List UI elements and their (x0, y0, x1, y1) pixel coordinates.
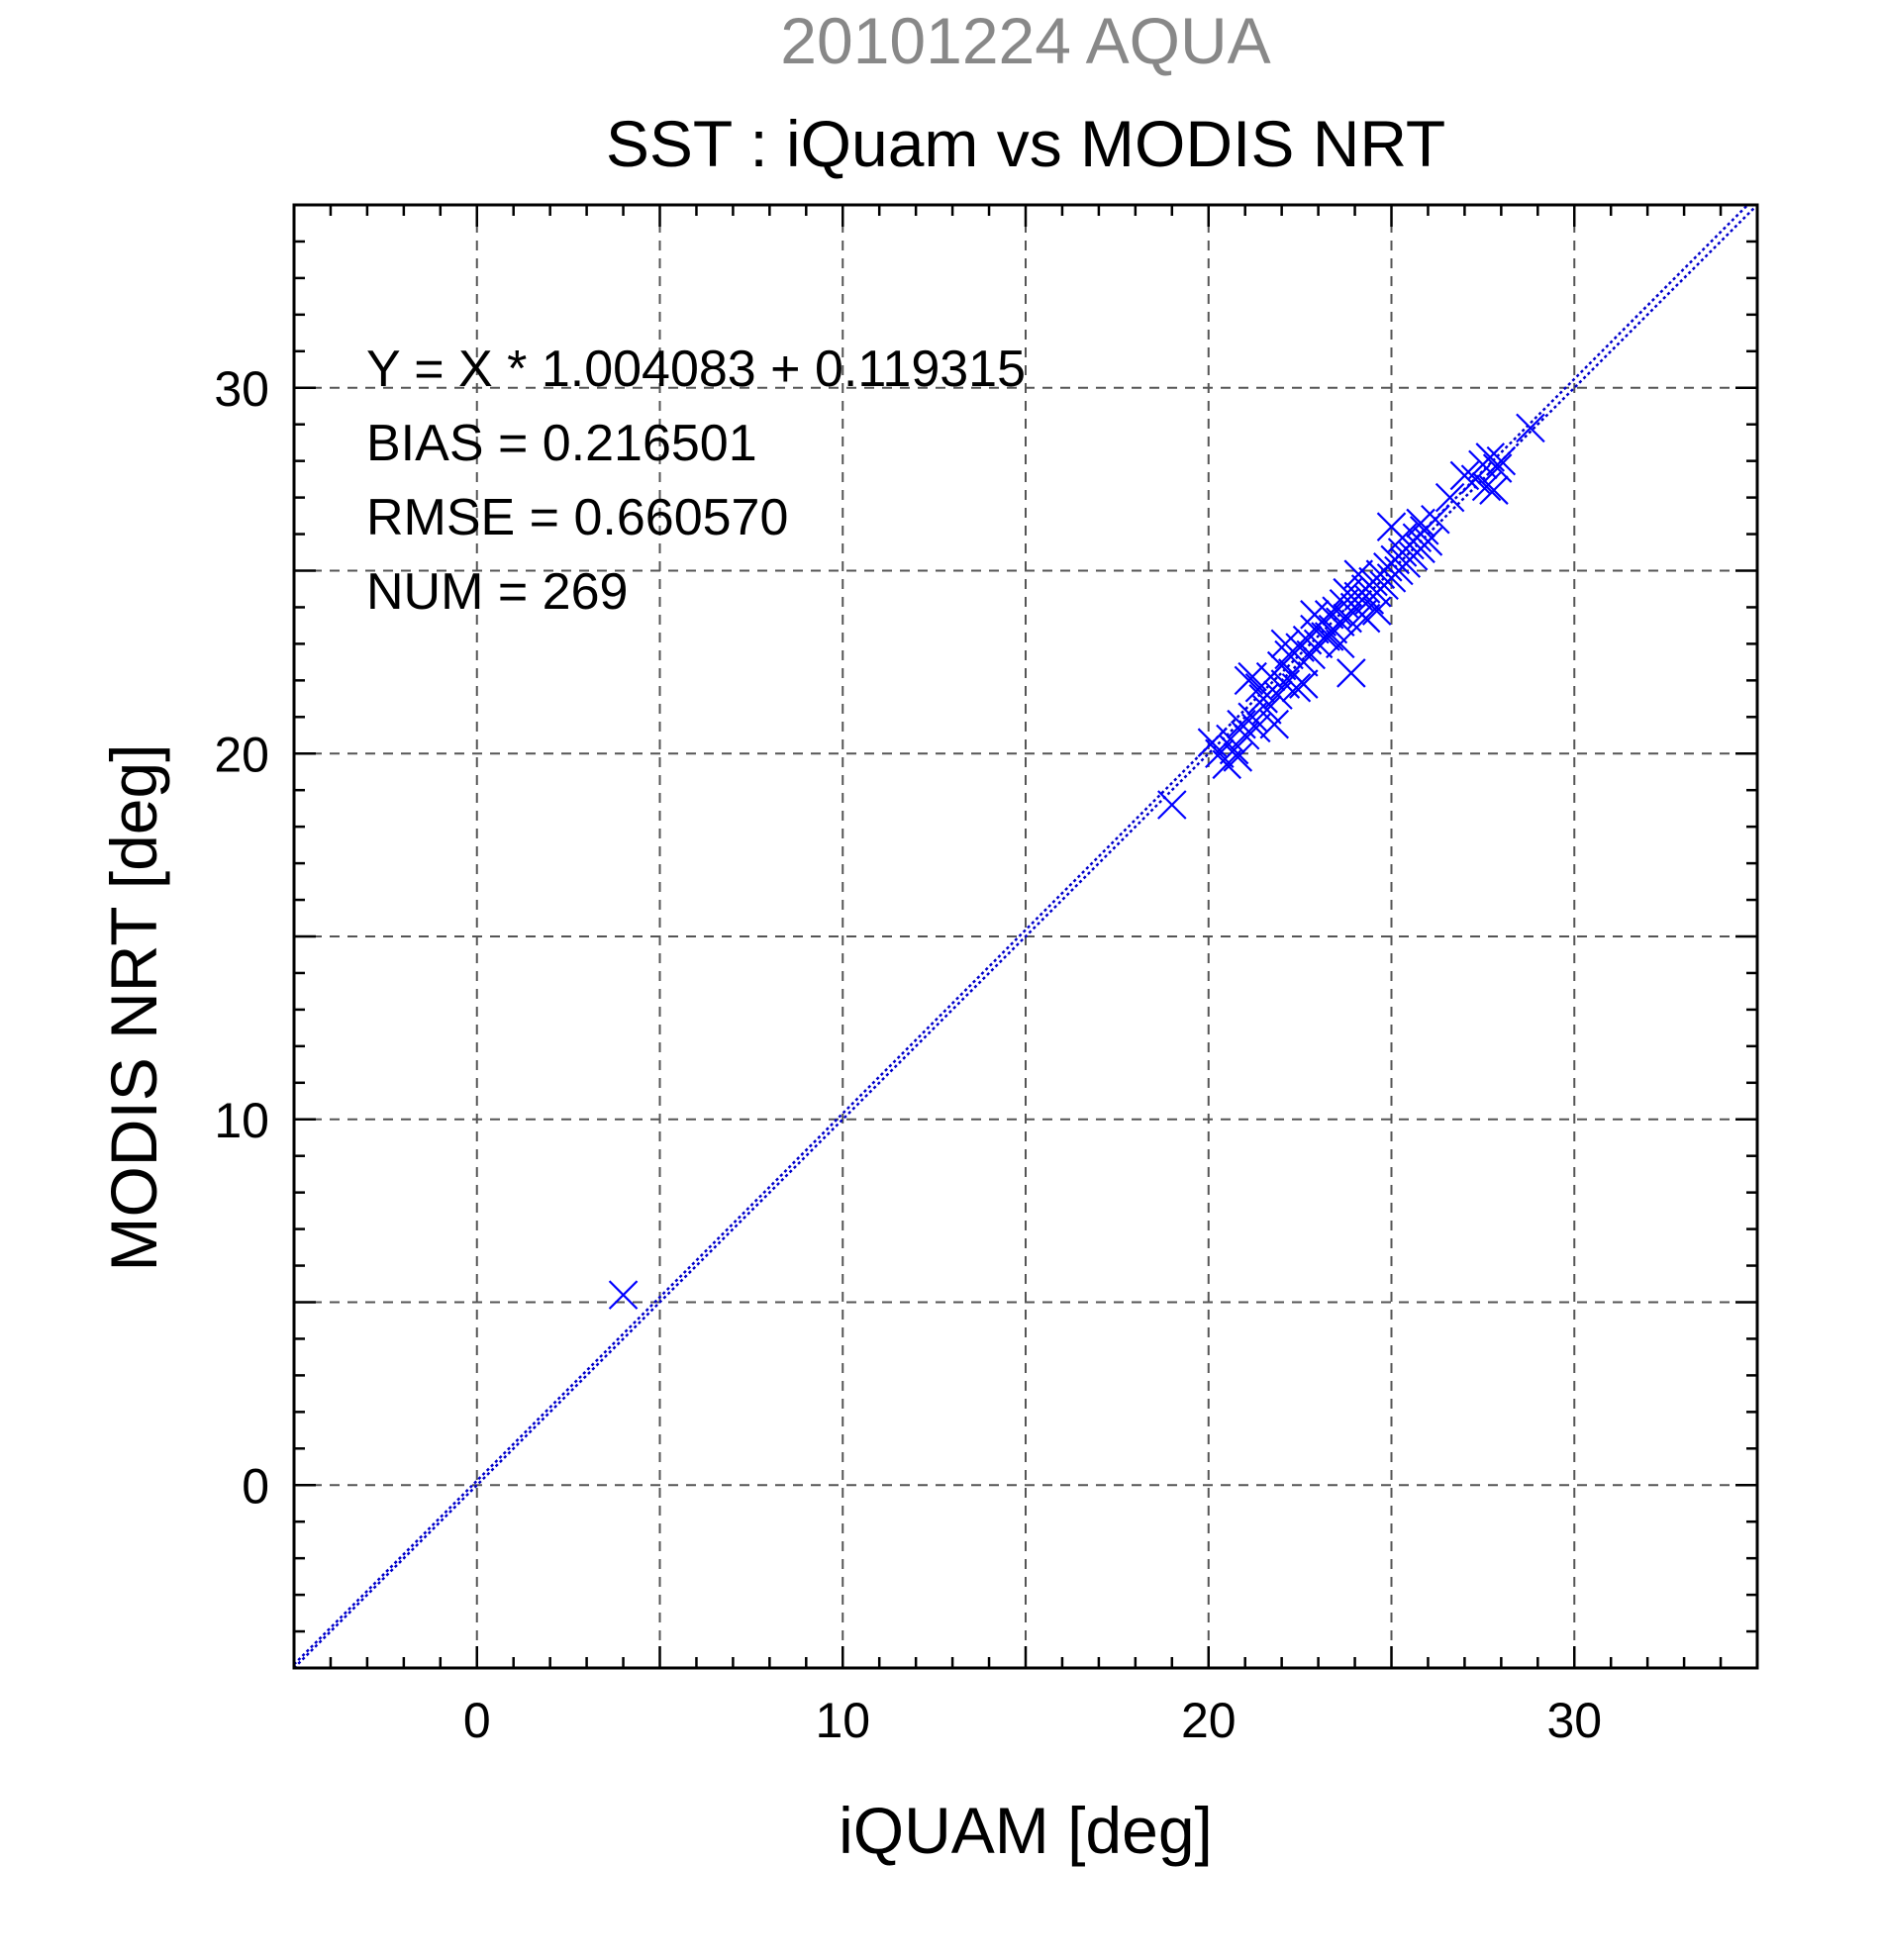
data-point (1259, 709, 1290, 739)
marker-stroke (1270, 629, 1301, 659)
marker-stroke (1435, 482, 1465, 513)
marker-stroke (1325, 629, 1355, 659)
data-point (1482, 453, 1513, 483)
y-tick-label: 0 (242, 1458, 269, 1514)
marker-stroke (1475, 442, 1506, 472)
marker-stroke (1479, 475, 1509, 505)
data-point (1343, 559, 1374, 589)
data-point (1449, 460, 1480, 491)
data-point (1241, 713, 1271, 743)
data-point (1387, 523, 1418, 553)
y-axis-label: MODIS NRT [deg] (97, 743, 170, 1271)
data-point (1516, 413, 1545, 443)
y-tick-label: 30 (214, 361, 269, 417)
data-point (1281, 672, 1312, 703)
data-point (1300, 600, 1330, 630)
marker-stroke (608, 1280, 639, 1310)
marker-stroke (1350, 603, 1381, 634)
stats-annotation: Y = X * 1.004083 + 0.119315 BIAS = 0.216… (366, 341, 1026, 621)
fit-equation: Y = X * 1.004083 + 0.119315 (366, 341, 1026, 398)
plot-frame (292, 203, 1759, 1670)
y-tick-label: 10 (214, 1093, 269, 1148)
marker-stroke (1241, 713, 1271, 743)
num-value: NUM = 269 (366, 563, 628, 621)
x-tick-label: 20 (1181, 1693, 1237, 1748)
marker-stroke (1471, 471, 1502, 502)
marker-stroke (1300, 600, 1330, 630)
data-point (1252, 695, 1282, 725)
data-point (1157, 790, 1187, 820)
marker-stroke (1252, 695, 1282, 725)
chart-title: SST : iQuam vs MODIS NRT (606, 107, 1445, 180)
marker-stroke (1482, 453, 1513, 483)
marker-stroke (1449, 460, 1480, 491)
axis-ticks (292, 203, 1759, 1670)
data-point (1350, 603, 1381, 634)
marker-stroke (1460, 464, 1491, 494)
marker-stroke (1238, 661, 1267, 692)
marker-stroke (1259, 709, 1290, 739)
data-point (1435, 482, 1465, 513)
data-point (1270, 629, 1301, 659)
data-point (1406, 508, 1436, 539)
marker-stroke (1197, 728, 1228, 757)
marker-stroke (1343, 559, 1374, 589)
data-point (1413, 527, 1443, 556)
data-point (1471, 471, 1502, 502)
x-axis-label: iQUAM [deg] (839, 1794, 1213, 1867)
marker-stroke (1336, 658, 1366, 688)
x-tick-label: 10 (815, 1693, 870, 1748)
tick-labels: 0 10 20 30 0 10 20 30 (214, 361, 1602, 1748)
marker-stroke (1516, 413, 1545, 443)
marker-stroke (1387, 523, 1418, 553)
x-tick-label: 0 (463, 1693, 491, 1748)
marker-stroke (1289, 669, 1319, 699)
data-points (608, 413, 1545, 1310)
marker-stroke (1333, 577, 1362, 608)
rmse-value: RMSE = 0.660570 (366, 489, 788, 546)
data-point (1223, 742, 1253, 772)
bias-value: BIAS = 0.216501 (366, 415, 757, 472)
data-point (1333, 577, 1362, 608)
marker-stroke (1314, 622, 1344, 651)
marker-stroke (1413, 527, 1443, 556)
marker-stroke (1157, 790, 1187, 820)
data-point (1325, 629, 1355, 659)
data-point (1486, 445, 1517, 476)
x-tick-label: 30 (1546, 1693, 1602, 1748)
data-point (1238, 702, 1267, 733)
marker-stroke (1223, 742, 1253, 772)
marker-stroke (1281, 672, 1312, 703)
marker-stroke (1329, 588, 1359, 619)
y-tick-label: 20 (214, 727, 269, 782)
chart-subtitle: 20101224 AQUA (780, 4, 1270, 77)
marker-stroke (1238, 702, 1267, 733)
data-point (1336, 658, 1366, 688)
marker-stroke (1406, 508, 1436, 539)
data-point (608, 1280, 639, 1310)
marker-stroke (1314, 600, 1344, 630)
data-point (1238, 661, 1267, 692)
regression-line (293, 204, 1749, 1666)
data-point (1289, 669, 1319, 699)
marker-stroke (1486, 445, 1517, 476)
